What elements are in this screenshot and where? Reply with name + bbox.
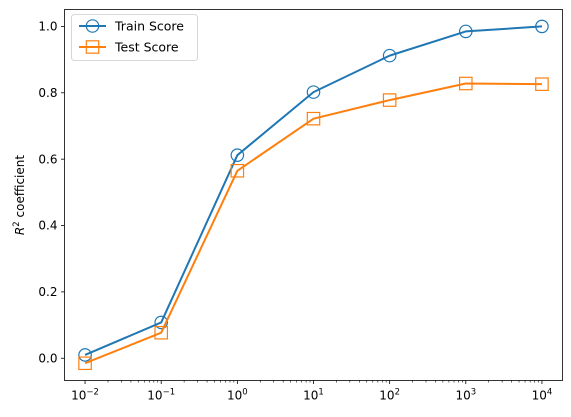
x-tick-exp: 3	[471, 388, 476, 398]
series-layer	[78, 19, 549, 371]
legend: Train Score Test Score	[71, 14, 198, 61]
x-tick-base: 10	[303, 389, 318, 403]
x-tick-label: 104	[532, 388, 553, 403]
x-tick-exp: 0	[242, 388, 247, 398]
y-tick-label: 0.8	[38, 86, 57, 100]
data-point	[230, 163, 245, 178]
y-tick-label: 1.0	[38, 20, 57, 34]
data-point	[154, 315, 169, 330]
x-tick-label: 102	[379, 388, 400, 403]
x-tick-exp: 2	[395, 388, 400, 398]
y-tick-label: 0.4	[38, 219, 57, 233]
data-point	[535, 77, 549, 91]
x-tick-base: 10	[71, 389, 86, 403]
data-point	[78, 348, 92, 362]
x-tick-label: 10−2	[71, 388, 99, 403]
x-tick-exp: 4	[547, 388, 552, 398]
x-tick-base: 10	[455, 389, 470, 403]
x-tick-label: 101	[303, 388, 324, 403]
x-tick-exp: −2	[86, 388, 99, 398]
y-tick-label: 0.0	[38, 351, 57, 365]
legend-marker	[85, 19, 100, 33]
data-point	[535, 19, 549, 34]
data-point	[306, 111, 321, 126]
series-2	[78, 76, 549, 371]
series-1	[78, 19, 549, 362]
x-tick-label: 100	[227, 388, 248, 403]
data-point	[306, 85, 321, 99]
data-point	[154, 325, 169, 340]
y-tick-label: 0.2	[38, 285, 57, 299]
y-tick-label: 0.6	[38, 152, 57, 166]
data-point	[230, 148, 245, 162]
legend-marker	[85, 40, 100, 54]
data-point	[382, 48, 397, 63]
x-tick-base: 10	[379, 389, 394, 403]
data-point	[382, 93, 397, 107]
series-line	[84, 82, 542, 365]
x-tick-label: 103	[455, 388, 476, 403]
x-axis: 10−2 10−1 100 101 102 103 104	[71, 380, 553, 403]
y-axis-label-exp: 2	[12, 221, 22, 226]
y-axis-label-suffix: coefficient	[13, 155, 27, 222]
y-axis-label: R2 coefficient	[12, 155, 27, 235]
x-tick-base: 10	[532, 389, 547, 403]
data-point	[78, 356, 92, 371]
series-line	[84, 25, 543, 356]
data-point	[458, 76, 473, 91]
y-axis: 0.0 0.2 0.4 0.6 0.8 1.0	[38, 20, 65, 365]
legend-label: Test Score	[114, 40, 179, 55]
data-point	[458, 24, 473, 39]
legend-label: Train Score	[114, 19, 184, 34]
y-axis-label-base: R	[13, 227, 27, 235]
plot-frame	[64, 9, 563, 381]
x-tick-exp: −1	[163, 388, 176, 398]
x-tick-label: 10−1	[147, 388, 175, 403]
x-tick-base: 10	[227, 389, 242, 403]
x-tick-base: 10	[147, 389, 162, 403]
x-tick-exp: 1	[318, 388, 323, 398]
